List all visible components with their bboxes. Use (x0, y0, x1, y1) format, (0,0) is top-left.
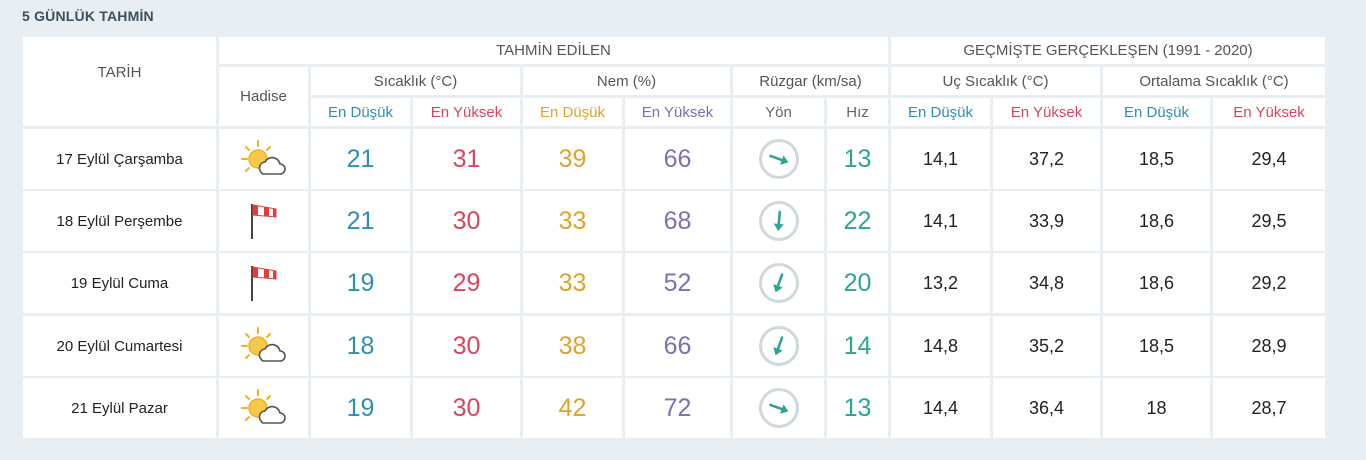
row-average-high: 28,9 (1213, 316, 1325, 376)
row-average-low: 18,5 (1103, 129, 1210, 189)
row-average-low: 18,6 (1103, 191, 1210, 251)
partly-cloudy-icon (240, 322, 288, 370)
row-weather (219, 378, 308, 438)
row-extreme-low: 14,4 (891, 378, 990, 438)
row-date: 18 Eylül Perşembe (23, 191, 216, 251)
row-weather (219, 316, 308, 376)
row-extreme-low: 14,1 (891, 129, 990, 189)
row-humidity-high: 72 (625, 378, 730, 438)
row-temp-low: 21 (311, 129, 410, 189)
row-humidity-high: 66 (625, 129, 730, 189)
sub-hiz: Hız (827, 98, 888, 126)
wind-direction-icon (758, 388, 799, 428)
sub-en-yuksek: En Yüksek (413, 98, 520, 126)
forecast-table: TARİH Hadise TAHMİN EDİLEN GEÇMİŞTE GERÇ… (21, 35, 1327, 441)
header-hadise: Hadise (219, 67, 308, 126)
row-date: 19 Eylül Cuma (23, 253, 216, 313)
row-humidity-high: 66 (625, 316, 730, 376)
wind-direction-icon (758, 139, 799, 179)
row-average-high: 29,5 (1213, 191, 1325, 251)
header-gecmis: GEÇMİŞTE GERÇEKLEŞEN (1991 - 2020) (891, 37, 1325, 64)
row-extreme-high: 34,8 (993, 253, 1100, 313)
header-sicaklik: Sıcaklık (°C) (311, 67, 520, 95)
row-wind-direction (733, 129, 824, 189)
sub-ort-en-yuksek: En Yüksek (1213, 98, 1325, 126)
header-ruzgar: Rüzgar (km/sa) (733, 67, 888, 95)
row-wind-speed: 14 (827, 316, 888, 376)
row-wind-speed: 13 (827, 129, 888, 189)
row-wind-speed: 20 (827, 253, 888, 313)
windsock-icon (240, 197, 288, 245)
row-temp-high: 30 (413, 316, 520, 376)
row-weather (219, 253, 308, 313)
sub-uc-en-yuksek: En Yüksek (993, 98, 1100, 126)
row-humidity-high: 68 (625, 191, 730, 251)
row-average-low: 18,6 (1103, 253, 1210, 313)
row-weather (219, 191, 308, 251)
sub-ort-en-dusuk: En Düşük (1103, 98, 1210, 126)
row-wind-direction (733, 316, 824, 376)
sub-en-dusuk: En Düşük (311, 98, 410, 126)
wind-direction-icon (758, 201, 799, 241)
sub-yon: Yön (733, 98, 824, 126)
row-wind-direction (733, 191, 824, 251)
row-average-high: 28,7 (1213, 378, 1325, 438)
row-extreme-low: 14,8 (891, 316, 990, 376)
row-extreme-low: 14,1 (891, 191, 990, 251)
partly-cloudy-icon (240, 135, 288, 183)
row-temp-low: 19 (311, 253, 410, 313)
row-extreme-high: 33,9 (993, 191, 1100, 251)
row-temp-high: 30 (413, 378, 520, 438)
header-nem: Nem (%) (523, 67, 730, 95)
sub-uc-en-dusuk: En Düşük (891, 98, 990, 126)
row-extreme-high: 36,4 (993, 378, 1100, 438)
wind-direction-icon (758, 263, 799, 303)
row-humidity-low: 42 (523, 378, 622, 438)
row-date: 21 Eylül Pazar (23, 378, 216, 438)
row-temp-low: 18 (311, 316, 410, 376)
row-humidity-low: 33 (523, 191, 622, 251)
header-tahmin-edilen: TAHMİN EDİLEN (219, 37, 888, 64)
row-extreme-high: 37,2 (993, 129, 1100, 189)
row-humidity-high: 52 (625, 253, 730, 313)
header-ortalama-sicaklik: Ortalama Sıcaklık (°C) (1103, 67, 1325, 95)
row-extreme-high: 35,2 (993, 316, 1100, 376)
sub-nem-en-yuksek: En Yüksek (625, 98, 730, 126)
row-temp-high: 31 (413, 129, 520, 189)
row-wind-direction (733, 253, 824, 313)
row-temp-high: 29 (413, 253, 520, 313)
row-average-low: 18 (1103, 378, 1210, 438)
row-wind-speed: 13 (827, 378, 888, 438)
partly-cloudy-icon (240, 384, 288, 432)
header-tarih: TARİH (23, 37, 216, 126)
row-weather (219, 129, 308, 189)
sub-nem-en-dusuk: En Düşük (523, 98, 622, 126)
row-average-low: 18,5 (1103, 316, 1210, 376)
windsock-icon (240, 259, 288, 307)
row-average-high: 29,4 (1213, 129, 1325, 189)
row-temp-high: 30 (413, 191, 520, 251)
header-uc-sicaklik: Uç Sıcaklık (°C) (891, 67, 1100, 95)
row-humidity-low: 38 (523, 316, 622, 376)
row-temp-low: 19 (311, 378, 410, 438)
row-temp-low: 21 (311, 191, 410, 251)
row-humidity-low: 33 (523, 253, 622, 313)
row-humidity-low: 39 (523, 129, 622, 189)
page-title: 5 GÜNLÜK TAHMİN (22, 8, 154, 24)
row-date: 20 Eylül Cumartesi (23, 316, 216, 376)
row-wind-speed: 22 (827, 191, 888, 251)
wind-direction-icon (758, 326, 799, 366)
row-average-high: 29,2 (1213, 253, 1325, 313)
row-extreme-low: 13,2 (891, 253, 990, 313)
row-wind-direction (733, 378, 824, 438)
row-date: 17 Eylül Çarşamba (23, 129, 216, 189)
